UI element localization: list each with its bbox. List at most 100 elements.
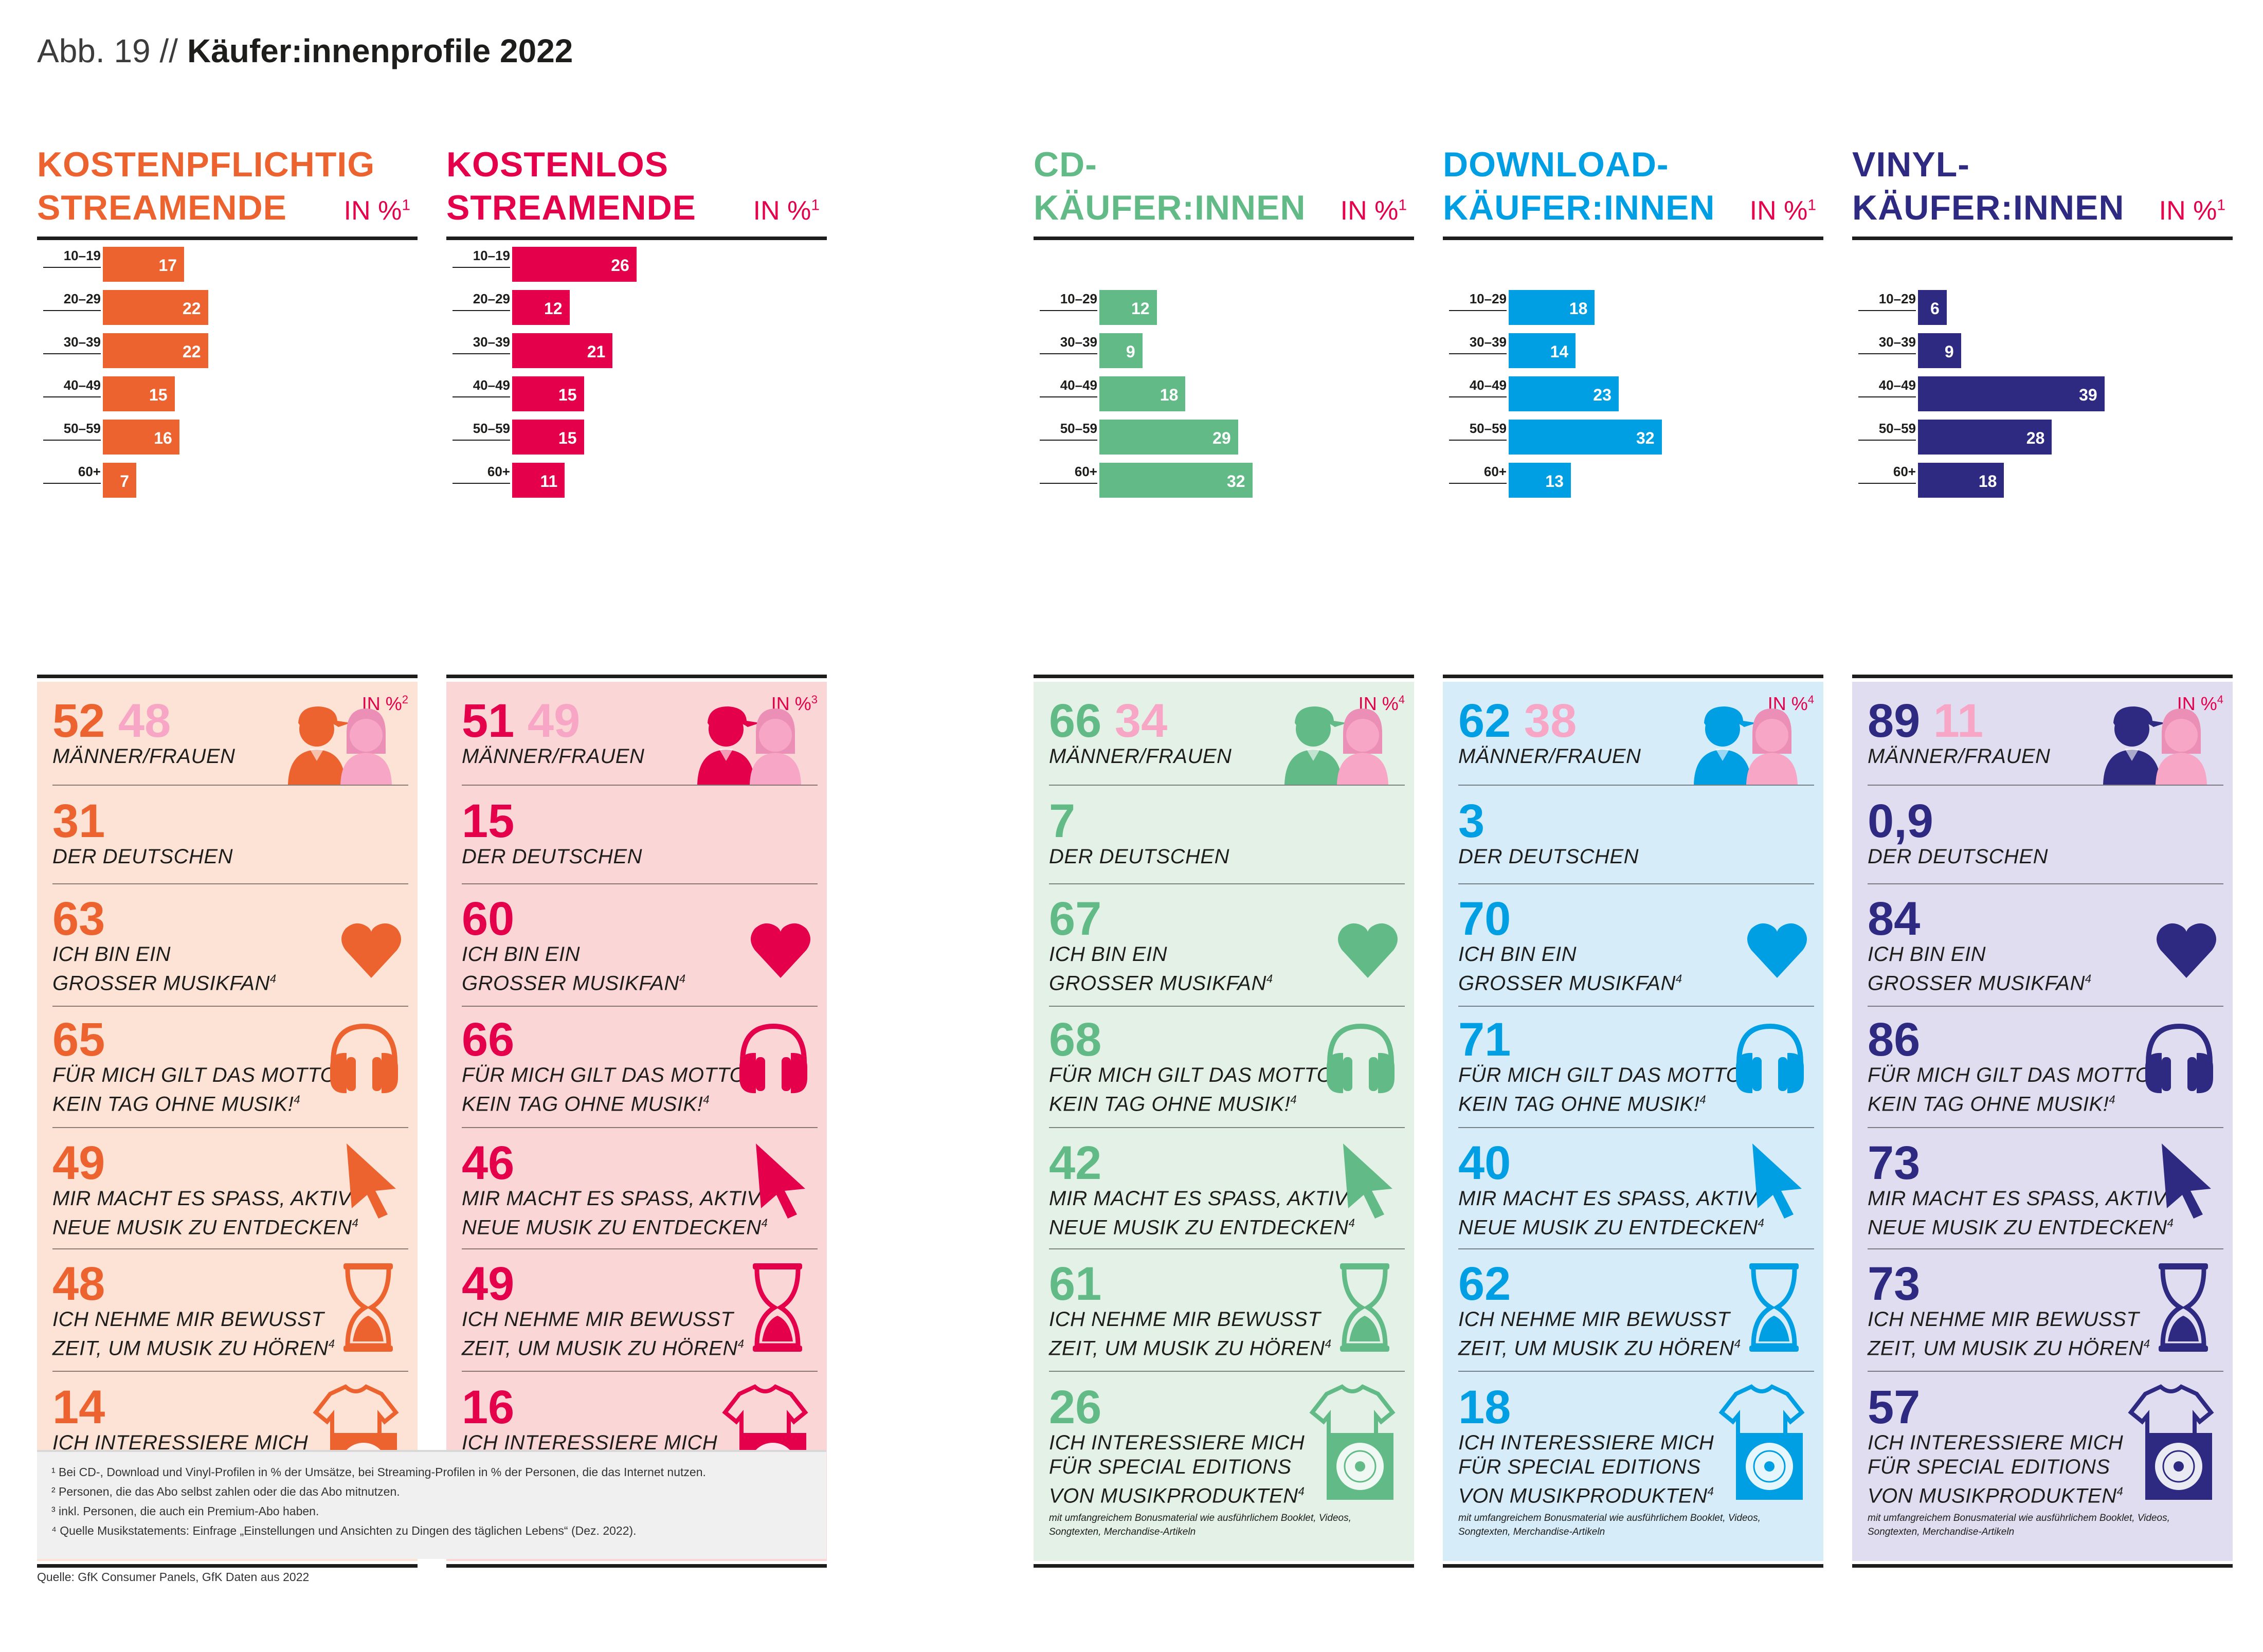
age-row: 40–49 18 — [1034, 370, 1414, 413]
no-day-without-music-stat-value: 65 — [52, 1013, 105, 1066]
conscious-listening-stat-value: 62 — [1458, 1258, 1511, 1310]
special-editions-stat-label-line: VON MUSIKPRODUKTEN4 — [1049, 1479, 1405, 1508]
profile-panel: IN %4 62 38 MÄNNER/FRAUEN 3 DER DEUTSCHEN 70 I… — [1443, 682, 1823, 1561]
discover-music-stat-label-line: NEUE MUSIK ZU ENTDECKEN4 — [1868, 1211, 2223, 1240]
conscious-listening-stat-label-line: ZEIT, UM MUSIK ZU HÖREN4 — [1868, 1332, 2223, 1360]
music-fan-stat-value: 84 — [1868, 893, 1921, 945]
age-bar-value: 9 — [1944, 342, 1954, 361]
discover-music-stat-label-line: NEUE MUSIK ZU ENTDECKEN4 — [1049, 1211, 1405, 1240]
age-bar: 15 — [512, 420, 584, 455]
profile-panel: IN %3 51 49 MÄNNER/FRAUEN 15 DER DEUTSCHEN 60… — [446, 682, 827, 1561]
column-unit: IN %1 — [1750, 195, 1816, 226]
conscious-listening-stat-label-text: ZEIT, UM MUSIK ZU HÖREN — [462, 1337, 738, 1360]
age-bar-value: 11 — [540, 472, 558, 491]
header-rule — [1443, 237, 1823, 240]
music-fan-stat-label-text: GROSSER MUSIKFAN — [462, 972, 679, 995]
panel-separator — [462, 1006, 818, 1007]
discover-music-stat-value: 46 — [462, 1137, 515, 1189]
no-day-without-music-stat-label-line: KEIN TAG OHNE MUSIK!4 — [1458, 1087, 1814, 1116]
no-day-without-music-stat-label-text: KEIN TAG OHNE MUSIK! — [1868, 1093, 2109, 1116]
age-row: 40–49 15 — [446, 370, 827, 413]
heart-icon — [2156, 918, 2217, 983]
no-day-without-music-stat-footnote: 4 — [294, 1093, 301, 1106]
hourglass-icon — [744, 1260, 811, 1357]
column-unit-footnote: 1 — [1398, 196, 1407, 214]
heart-icon — [1746, 918, 1808, 983]
age-bar: 15 — [103, 376, 175, 411]
column-header: KOSTENLOS STREAMENDE IN %1 — [446, 144, 827, 237]
panel-separator — [52, 1006, 408, 1007]
age-label: 40–49 — [452, 377, 510, 397]
age-bar-value: 15 — [558, 386, 577, 404]
column-title-line: DOWNLOAD- — [1443, 145, 1669, 184]
special-editions-stat-label-text: VON MUSIKPRODUKTEN — [1868, 1484, 2117, 1508]
no-day-without-music-stat-label-text: FÜR MICH GILT DAS MOTTO: — [1049, 1064, 1339, 1086]
age-row: 10–19 17 — [37, 241, 418, 284]
column-title: KOSTENLOS STREAMENDE — [446, 143, 696, 229]
panel-unit-footnote: 3 — [811, 693, 818, 706]
figure-label: Abb. 19 // — [37, 32, 178, 69]
discover-music-stat-footnote: 4 — [761, 1217, 768, 1229]
music-fan-stat-label-line: ICH BIN EIN — [462, 942, 818, 967]
discover-music-stat-label-text: NEUE MUSIK ZU ENTDECKEN — [1458, 1216, 1758, 1239]
age-label: 60+ — [1449, 464, 1507, 484]
man-woman-icon — [1275, 697, 1393, 787]
age-bar-value: 22 — [183, 342, 201, 361]
hourglass-icon — [334, 1260, 402, 1357]
column-unit: IN %1 — [1341, 195, 1407, 226]
conscious-listening-stat: 48 ICH NEHME MIR BEWUSST ZEIT, UM MUSIK ZU… — [52, 1260, 408, 1360]
headphones-icon — [2141, 1016, 2217, 1101]
age-row: 10–19 26 — [446, 241, 827, 284]
age-label: 40–49 — [1449, 377, 1507, 397]
bottom-rule — [1443, 1564, 1823, 1568]
age-label: 30–39 — [452, 334, 510, 354]
age-bar-value: 39 — [2079, 386, 2097, 404]
discover-music-stat-label-line: NEUE MUSIK ZU ENTDECKEN4 — [1458, 1211, 1814, 1240]
gender-stat: 51 49 MÄNNER/FRAUEN — [462, 697, 818, 769]
age-row: 30–39 9 — [1852, 327, 2233, 370]
age-bar: 26 — [512, 247, 637, 282]
no-day-without-music-stat-footnote: 4 — [1699, 1093, 1707, 1106]
headphones-icon — [1323, 1016, 1399, 1101]
gender-stat: 52 48 MÄNNER/FRAUEN — [52, 697, 408, 769]
hourglass-icon — [1740, 1260, 1808, 1357]
no-day-without-music-stat-label-line: FÜR MICH GILT DAS MOTTO: — [1049, 1063, 1405, 1087]
conscious-listening-stat-label-line: ZEIT, UM MUSIK ZU HÖREN4 — [1458, 1332, 1814, 1360]
music-fan-stat-label-text: ICH BIN EIN — [1868, 943, 1986, 966]
no-day-without-music-stat-label-line: KEIN TAG OHNE MUSIK!4 — [52, 1087, 408, 1116]
chart-rule — [446, 675, 827, 678]
age-bar: 13 — [1509, 463, 1571, 498]
age-bar-chart: 10–19 17 20–29 22 30–39 22 40–49 15 50–59 16 60+ 7 — [37, 241, 418, 673]
population-share-stat: 0,9 DER DEUTSCHEN — [1868, 797, 2223, 869]
population-share-value: 7 — [1049, 795, 1076, 847]
age-row: 60+ 13 — [1443, 457, 1823, 500]
age-row: 60+ 32 — [1034, 457, 1414, 500]
discover-music-stat-value: 73 — [1868, 1137, 1921, 1189]
column-header: DOWNLOAD- KÄUFER:INNEN IN %1 — [1443, 144, 1823, 237]
special-editions-stat-label-text: FÜR SPECIAL EDITIONS — [1458, 1456, 1701, 1478]
bottom-rule — [1034, 1564, 1414, 1568]
music-fan-stat: 70 ICH BIN EIN GROSSER MUSIKFAN4 — [1458, 895, 1814, 995]
panel-separator — [1049, 1248, 1405, 1249]
age-bar-value: 18 — [1569, 299, 1588, 318]
special-editions-stat: 26 ICH INTERESSIERE MICH FÜR SPECIAL EDITI… — [1049, 1384, 1405, 1539]
column-title-line: STREAMENDE — [37, 188, 287, 227]
age-label: 60+ — [1858, 464, 1916, 484]
gender-label: MÄNNER/FRAUEN — [1868, 745, 2051, 768]
special-editions-stat-label-text: VON MUSIKPRODUKTEN — [1049, 1484, 1298, 1508]
discover-music-stat-label-line: MIR MACHT ES SPASS, AKTIV — [1049, 1187, 1405, 1211]
age-label: 60+ — [1040, 464, 1097, 484]
special-editions-stat-label-line: FÜR SPECIAL EDITIONS — [1868, 1455, 2223, 1479]
special-editions-note: mit umfangreichem Bonusmaterial wie ausf… — [1458, 1513, 1761, 1538]
no-day-without-music-stat-label-text: FÜR MICH GILT DAS MOTTO: — [1868, 1064, 2158, 1086]
age-bar: 39 — [1918, 376, 2105, 411]
gender-numbers: 51 49 — [462, 697, 818, 745]
column-header: KOSTENPFLICHTIG STREAMENDE IN %1 — [37, 144, 418, 237]
column-unit-text: IN % — [753, 196, 811, 226]
music-fan-stat-value: 63 — [52, 893, 105, 945]
age-bar-value: 9 — [1126, 342, 1135, 361]
column-unit-footnote: 1 — [811, 196, 820, 214]
gender-numbers: 66 34 — [1049, 697, 1405, 745]
figure-heading: Käufer:innenprofile 2022 — [187, 32, 573, 69]
age-bar: 12 — [1099, 290, 1157, 325]
